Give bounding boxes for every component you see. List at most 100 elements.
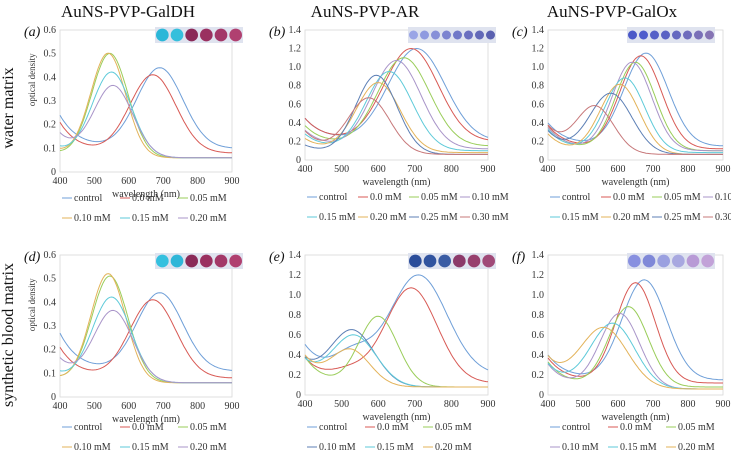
y-tick-label: 0.2: [44, 120, 57, 131]
y-tick-label: 0: [539, 155, 544, 166]
y-tick-label: 1.4: [532, 250, 545, 261]
sample-vial: [185, 254, 199, 268]
legend: control 0.0 mM 0.05 mM 0.10 mM 0.15 mM 0.20 m…: [307, 192, 509, 223]
sample-photo-strip: [408, 27, 496, 43]
legend-entry: 0.05 mM: [190, 193, 227, 204]
y-tick-label: 0.4: [289, 350, 302, 361]
x-tick-label: 400: [53, 401, 68, 412]
x-tick-label: 900: [225, 401, 240, 412]
y-tick-label: 1.2: [532, 44, 545, 55]
y-tick-label: 0.6: [44, 25, 57, 36]
legend-entry: control: [562, 422, 591, 433]
x-tick-label: 800: [444, 399, 459, 410]
sample-vial: [185, 28, 199, 42]
sample-vial: [214, 254, 228, 268]
legend-entry: 0.20 mM: [678, 442, 715, 453]
panel-label: (e): [269, 250, 285, 265]
series-line: [59, 299, 232, 379]
x-tick-label: 500: [576, 399, 591, 410]
sample-vial: [200, 254, 213, 268]
y-tick-label: 0.6: [289, 330, 302, 341]
x-tick-label: 500: [334, 399, 349, 410]
sample-vial: [642, 254, 656, 268]
x-tick-label: 400: [298, 399, 313, 410]
y-tick-label: 1.0: [532, 290, 545, 301]
x-tick-label: 700: [407, 164, 422, 175]
legend-entry: 0.10 mM: [74, 213, 111, 224]
x-tick-label: 600: [371, 164, 386, 175]
legend-entry: control: [74, 422, 103, 433]
legend-entry: 0.20 mM: [435, 442, 472, 453]
sample-photo-strip: [408, 253, 496, 269]
sample-vial: [156, 254, 169, 268]
legend-entry: 0.30 mM: [715, 212, 731, 223]
x-tick-label: 800: [190, 401, 205, 412]
legend-entry: 0.15 mM: [132, 442, 169, 453]
y-tick-label: 0.5: [44, 49, 57, 60]
legend: control 0.0 mM 0.05 mM 0.10 mM 0.15 mM 0.20 m…: [62, 193, 227, 224]
x-tick-label: 800: [444, 164, 459, 175]
sample-vial: [431, 30, 440, 40]
x-tick-label: 700: [646, 164, 661, 175]
sample-vial: [672, 30, 681, 40]
legend-entry: 0.25 mM: [664, 212, 701, 223]
sample-vial: [705, 30, 714, 40]
column-title-3: AuNS-PVP-GalOx: [547, 2, 678, 21]
x-tick-label: 900: [716, 399, 731, 410]
x-axis-title: wavelength (nm): [112, 414, 180, 425]
row-label-water: water matrix: [0, 67, 17, 148]
y-tick-label: 1.2: [532, 270, 545, 281]
y-axis-title: optical density: [27, 53, 37, 106]
sample-vial: [200, 28, 213, 42]
legend-entry: 0.10 mM: [562, 442, 599, 453]
y-tick-label: 0.4: [289, 118, 302, 129]
sample-photo-strip: [155, 27, 243, 43]
x-tick-label: 700: [407, 399, 422, 410]
legend-entry: 0.25 mM: [421, 212, 458, 223]
y-tick-label: 0.6: [289, 99, 302, 110]
x-tick-label: 600: [121, 401, 136, 412]
panel-label: (c): [512, 25, 528, 40]
y-tick-label: 0.8: [289, 310, 302, 321]
x-tick-label: 500: [87, 401, 102, 412]
legend-entry: 0.0 mM: [370, 192, 402, 203]
x-tick-label: 400: [53, 176, 68, 187]
y-tick-label: 1.0: [532, 62, 545, 73]
x-tick-label: 500: [334, 164, 349, 175]
chart-panel-5: (e) 0 0.2 0.4 0.6 0.8 1.0 1.2 1.4 400 500 600 700 800…: [269, 250, 496, 453]
x-tick-label: 600: [371, 399, 386, 410]
sample-vial: [409, 254, 422, 268]
sample-vial: [423, 254, 437, 268]
y-tick-label: 0.6: [44, 250, 57, 261]
y-tick-label: 1.4: [289, 25, 302, 36]
legend-entry: 0.0 mM: [132, 422, 164, 433]
chart-panel-3: (c) 0 0.2 0.4 0.6 0.8 1.0 1.2 1.4 400 500 600 700 800…: [512, 25, 731, 223]
sample-vial: [628, 30, 637, 40]
legend-entry: 0.20 mM: [613, 212, 650, 223]
y-tick-label: 0.2: [289, 136, 302, 147]
y-tick-label: 1.4: [289, 250, 302, 261]
plot-area: [59, 254, 233, 398]
series-line: [547, 306, 723, 388]
sample-vial: [661, 30, 670, 40]
y-tick-label: 0.8: [532, 81, 545, 92]
sample-vial: [464, 30, 473, 40]
legend-entry: 0.0 mM: [620, 422, 652, 433]
sample-vial: [442, 30, 451, 40]
sample-vial: [170, 28, 184, 42]
plot-area: [547, 29, 724, 161]
sample-vial: [453, 254, 466, 268]
chart-panel-2: (b) 0 0.2 0.4 0.6 0.8 1.0 1.2 1.4 400 500 600 700 800…: [269, 25, 509, 223]
x-tick-label: 700: [156, 401, 171, 412]
y-tick-label: 0.4: [44, 72, 57, 83]
legend-entry: 0.15 mM: [132, 213, 169, 224]
sample-vial: [475, 30, 484, 40]
series-line: [547, 326, 723, 390]
chart-panel-4: (d) 0 0.1 0.2 0.3 0.4 0.5 0.6 400 500 600 700 800 900…: [24, 250, 243, 453]
sample-vial: [438, 254, 451, 268]
strip-background: [627, 27, 715, 43]
sample-vial: [229, 254, 243, 268]
legend-entry: 0.20 mM: [370, 212, 407, 223]
series-line: [547, 279, 724, 381]
